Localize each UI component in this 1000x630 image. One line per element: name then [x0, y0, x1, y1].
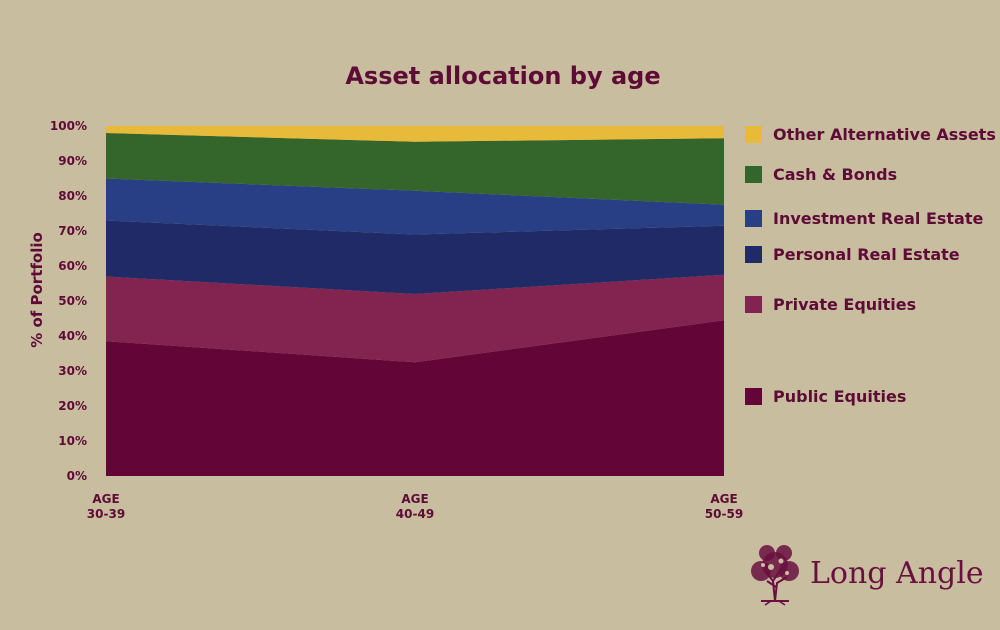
legend-label-public-equities: Public Equities — [773, 387, 906, 406]
x-tick-label: AGE — [92, 492, 119, 506]
y-tick-label: 0% — [67, 469, 87, 483]
legend-label-personal-real-estate: Personal Real Estate — [773, 245, 960, 264]
area-investment-real-estate — [106, 178, 724, 235]
tree-icon — [751, 545, 799, 606]
x-tick-label: 40-49 — [396, 507, 434, 521]
y-tick-label: 60% — [58, 259, 87, 273]
area-public-equities — [106, 320, 724, 476]
legend-swatch-private-equities — [745, 296, 762, 313]
y-tick-label: 100% — [50, 119, 87, 133]
y-tick-label: 40% — [58, 329, 87, 343]
area-cash-bonds — [106, 133, 724, 205]
y-tick-label: 50% — [58, 294, 87, 308]
x-tick-label: 50-59 — [705, 507, 743, 521]
y-tick-label: 70% — [58, 224, 87, 238]
area-private-equities — [106, 274, 724, 363]
brand-name: Long Angle — [810, 556, 984, 591]
y-axis-ticks: 0% 10% 20% 30% 40% 50% 60% 70% 80% 90% 100% — [50, 119, 87, 483]
legend-swatch-public-equities — [745, 388, 762, 405]
legend-label-other-alternative-assets: Other Alternative Assets — [773, 125, 996, 144]
area-other-alternative-assets — [106, 126, 724, 142]
y-tick-label: 20% — [58, 399, 87, 413]
y-tick-label: 10% — [58, 434, 87, 448]
area-personal-real-estate — [106, 220, 724, 294]
y-tick-label: 80% — [58, 189, 87, 203]
legend-swatch-cash-bonds — [745, 166, 762, 183]
y-axis-label: % of Portfolio — [28, 232, 46, 348]
legend-swatch-investment-real-estate — [745, 210, 762, 227]
legend: Other Alternative Assets Cash & Bonds Inve… — [745, 125, 996, 406]
legend-swatch-personal-real-estate — [745, 246, 762, 263]
legend-label-private-equities: Private Equities — [773, 295, 916, 314]
x-tick-label: AGE — [710, 492, 737, 506]
brand-logo: Long Angle — [751, 545, 984, 606]
area-layers — [106, 126, 724, 476]
y-tick-label: 90% — [58, 154, 87, 168]
x-tick-label: 30-39 — [87, 507, 125, 521]
y-tick-label: 30% — [58, 364, 87, 378]
x-tick-label: AGE — [401, 492, 428, 506]
legend-label-investment-real-estate: Investment Real Estate — [773, 209, 984, 228]
legend-swatch-other-alternative-assets — [745, 126, 762, 143]
legend-label-cash-bonds: Cash & Bonds — [773, 165, 897, 184]
chart-title: Asset allocation by age — [345, 62, 660, 90]
